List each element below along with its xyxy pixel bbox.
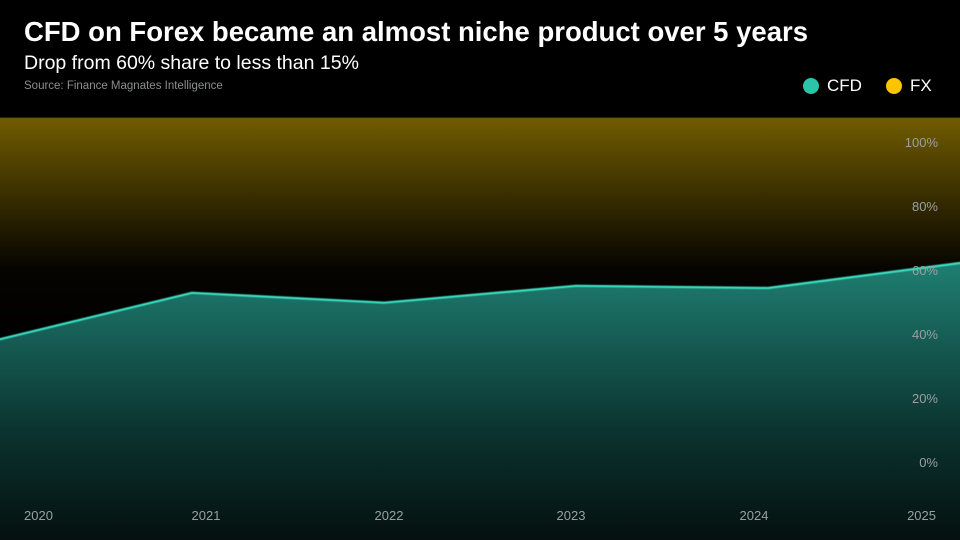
svg-text:2024: 2024 — [740, 508, 769, 523]
svg-text:20%: 20% — [912, 391, 938, 406]
svg-text:2020: 2020 — [24, 508, 53, 523]
svg-text:2023: 2023 — [557, 508, 586, 523]
svg-text:40%: 40% — [912, 327, 938, 342]
svg-text:2022: 2022 — [375, 508, 404, 523]
svg-text:0%: 0% — [919, 455, 938, 470]
svg-text:60%: 60% — [912, 263, 938, 278]
svg-text:2025: 2025 — [907, 508, 936, 523]
svg-text:100%: 100% — [905, 135, 939, 150]
svg-text:2021: 2021 — [192, 508, 221, 523]
svg-text:80%: 80% — [912, 199, 938, 214]
